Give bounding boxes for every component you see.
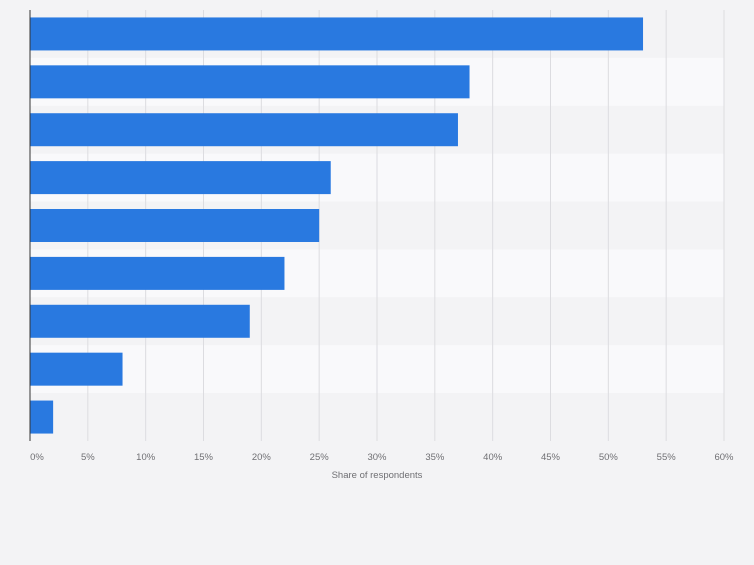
bar[interactable] bbox=[30, 65, 470, 99]
x-tick-label: 55% bbox=[657, 452, 677, 463]
x-tick-label: 60% bbox=[714, 452, 734, 463]
bars bbox=[30, 17, 644, 434]
x-tick-label: 20% bbox=[252, 452, 272, 463]
x-tick-label: 15% bbox=[194, 452, 214, 463]
x-tick-label: 35% bbox=[425, 452, 445, 463]
bar[interactable] bbox=[30, 256, 285, 290]
x-axis-title: Share of respondents bbox=[332, 470, 423, 481]
x-tick-label: 5% bbox=[81, 452, 95, 463]
bar[interactable] bbox=[30, 352, 123, 386]
bar[interactable] bbox=[30, 17, 644, 51]
x-tick-label: 30% bbox=[367, 452, 387, 463]
x-tick-label: 50% bbox=[599, 452, 619, 463]
x-axis-ticks: 0% 5% 10% 15% 20% 25% 30% 35% 40% 45% 50% 55% 60% bbox=[30, 452, 734, 463]
bar[interactable] bbox=[30, 304, 250, 338]
bar[interactable] bbox=[30, 209, 320, 242]
bar[interactable] bbox=[30, 113, 458, 147]
x-tick-label: 45% bbox=[541, 452, 561, 463]
bar[interactable] bbox=[30, 161, 331, 195]
x-tick-label: 0% bbox=[30, 452, 44, 463]
x-tick-label: 25% bbox=[310, 452, 330, 463]
x-tick-label: 40% bbox=[483, 452, 503, 463]
x-tick-label: 10% bbox=[136, 452, 156, 463]
bar[interactable] bbox=[30, 400, 54, 434]
